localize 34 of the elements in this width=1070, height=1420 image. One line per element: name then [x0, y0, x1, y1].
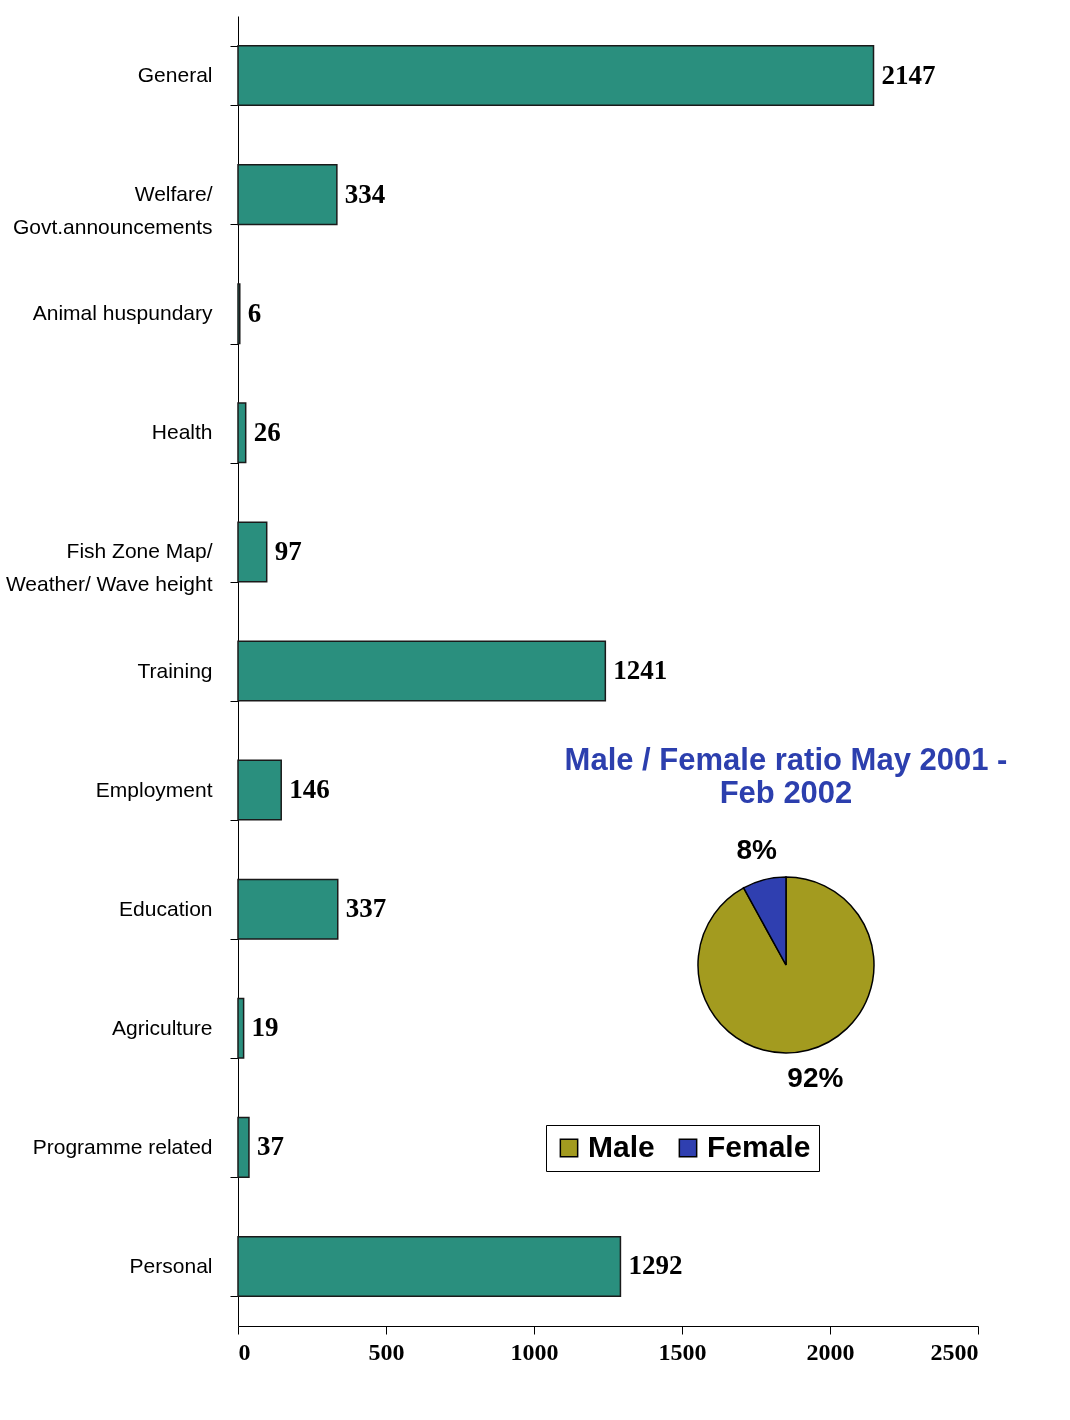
x-tick-label: 1500 — [658, 1338, 707, 1365]
legend-label: Male — [588, 1130, 655, 1163]
data-label: 334 — [344, 178, 386, 209]
x-tick-label: 2500 — [930, 1338, 979, 1365]
y-tick-label: Agriculture — [112, 1015, 213, 1039]
y-tick-label: Education — [119, 896, 213, 920]
chart-title: Male / Female ratio May 2001 - Feb 2002 — [564, 742, 1008, 810]
data-label: 19 — [251, 1012, 279, 1043]
x-tick-label: 1000 — [510, 1338, 559, 1365]
y-tick-label: Programme related — [32, 1134, 213, 1158]
pie-slice — [697, 876, 875, 1054]
y-tick-label: Animal huspundary — [32, 301, 213, 325]
data-label: 92% — [787, 1062, 844, 1094]
data-label: 26 — [253, 416, 281, 447]
y-tick-label: Employment — [95, 777, 213, 801]
y-tick-label: Training — [137, 658, 213, 682]
data-label: 8% — [736, 833, 777, 865]
x-tick-label: 500 — [368, 1338, 405, 1365]
y-tick-label: Fish Zone Map/ Weather/ Wave height — [5, 539, 213, 596]
data-label: 2147 — [881, 59, 936, 90]
legend-label: Female — [707, 1130, 811, 1163]
data-label: 6 — [247, 297, 262, 328]
y-tick-label: Personal — [129, 1253, 213, 1277]
data-label: 37 — [256, 1131, 284, 1162]
y-tick-label: General — [137, 63, 213, 87]
y-tick-label: Welfare/ Govt.announcements — [12, 182, 213, 239]
data-label: 1292 — [628, 1250, 683, 1281]
data-label: 146 — [289, 774, 330, 805]
y-tick-label: Health — [151, 420, 213, 444]
x-tick-label: 2000 — [806, 1338, 855, 1365]
data-label: 1241 — [613, 655, 668, 685]
data-label: 97 — [274, 535, 302, 566]
x-tick-label: 0 — [238, 1338, 251, 1365]
data-label: 337 — [345, 893, 387, 924]
